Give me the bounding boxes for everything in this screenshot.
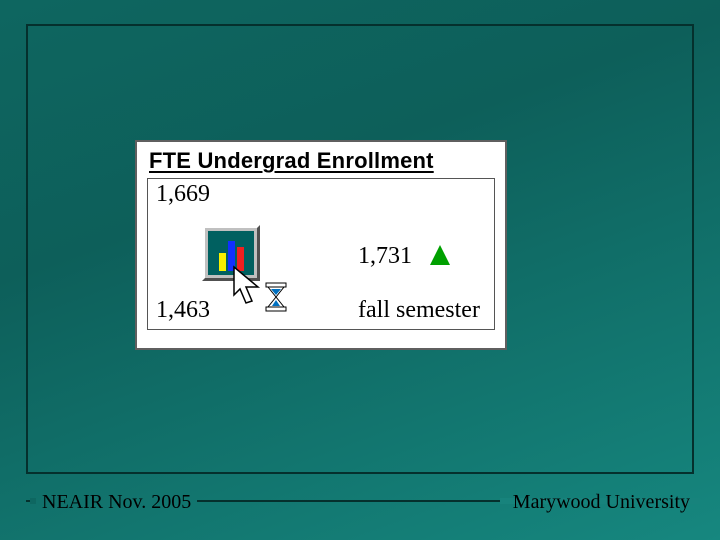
- footer-left: NEAIR Nov. 2005: [36, 491, 197, 514]
- bar-chart-icon: [208, 231, 254, 275]
- enrollment-card: FTE Undergrad Enrollment 1,669 1,731 1,4…: [135, 140, 507, 350]
- bar-yellow: [219, 253, 226, 271]
- chart-icon-button[interactable]: [202, 225, 260, 281]
- slide: FTE Undergrad Enrollment 1,669 1,731 1,4…: [0, 0, 720, 540]
- bar-red: [237, 247, 244, 271]
- footer-right: Marywood University: [507, 491, 696, 514]
- bar-blue: [228, 241, 235, 271]
- card-title: FTE Undergrad Enrollment: [149, 148, 495, 174]
- up-triangle-icon: [428, 243, 452, 267]
- period-label: fall semester: [358, 297, 480, 324]
- value-bottom-left: 1,463: [156, 297, 210, 324]
- value-top-left: 1,669: [156, 181, 210, 208]
- value-right: 1,731: [358, 243, 412, 270]
- card-body: 1,669 1,731 1,463 fall semester: [147, 178, 495, 330]
